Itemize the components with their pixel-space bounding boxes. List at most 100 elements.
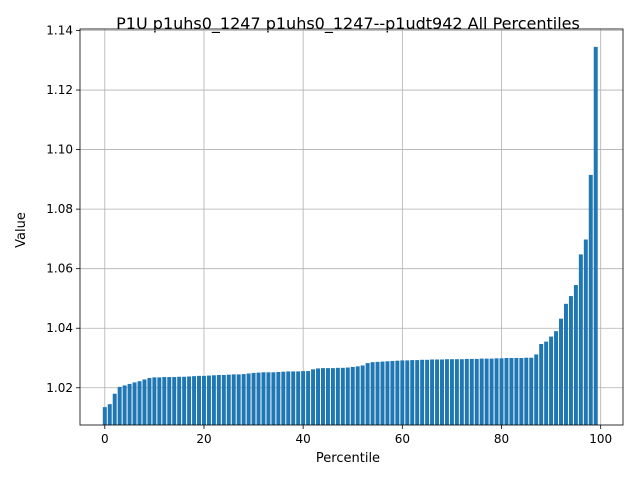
bar-percentile-65 [425, 359, 430, 425]
bar-percentile-14 [172, 377, 177, 425]
x-tick-label: 100 [589, 432, 612, 446]
bar-percentile-4 [122, 385, 127, 425]
bar-percentile-31 [256, 372, 261, 425]
x-tick-label: 20 [196, 432, 211, 446]
y-tick-label: 1.02 [46, 381, 73, 395]
x-tick-label: 80 [494, 432, 509, 446]
bar-percentile-27 [236, 374, 241, 425]
bar-percentile-19 [197, 375, 201, 425]
bar-percentile-1 [107, 404, 112, 425]
y-axis-label: Value [14, 212, 29, 248]
bar-percentile-68 [440, 359, 444, 425]
bar-percentile-22 [211, 375, 216, 425]
bar-percentile-79 [494, 358, 499, 425]
bar-percentile-13 [167, 377, 172, 425]
bar-percentile-15 [177, 376, 182, 425]
bar-percentile-20 [201, 375, 206, 425]
bar-percentile-44 [321, 368, 325, 425]
bar-percentile-73 [464, 358, 469, 425]
bar-percentile-11 [157, 377, 162, 425]
y-tick-label: 1.14 [46, 23, 73, 37]
bar-percentile-17 [187, 376, 192, 425]
bar-percentile-85 [524, 357, 529, 425]
bar-percentile-7 [137, 381, 142, 425]
bar-percentile-35 [276, 372, 281, 425]
bar-percentile-94 [568, 296, 573, 425]
bar-percentile-62 [410, 360, 415, 425]
bar-percentile-70 [449, 359, 454, 425]
bar-percentile-21 [206, 375, 211, 425]
bar-percentile-89 [544, 341, 549, 425]
bar-percentile-55 [375, 361, 380, 425]
bar-percentile-8 [142, 379, 147, 425]
y-tick-label: 1.12 [46, 83, 73, 97]
bar-percentile-10 [152, 377, 157, 425]
bar-percentile-71 [454, 359, 459, 425]
bar-percentile-97 [583, 239, 588, 425]
bar-percentile-93 [563, 303, 568, 425]
bar-percentile-32 [261, 372, 266, 425]
bar-percentile-40 [301, 371, 306, 425]
bar-percentile-36 [281, 371, 286, 425]
bar-percentile-33 [266, 372, 271, 425]
bar-percentile-30 [251, 372, 256, 425]
bar-percentile-66 [430, 359, 435, 425]
bar-percentile-18 [192, 376, 197, 425]
bar-percentile-0 [102, 407, 107, 425]
bar-percentile-80 [499, 358, 504, 425]
bar-percentile-90 [549, 336, 554, 425]
bar-percentile-59 [395, 360, 400, 425]
bars [102, 46, 598, 426]
bar-percentile-28 [241, 374, 246, 425]
bar-percentile-98 [588, 174, 593, 425]
x-tick-label: 60 [395, 432, 410, 446]
y-tick-label: 1.04 [46, 321, 73, 335]
bar-percentile-41 [306, 371, 311, 425]
bar-percentile-25 [226, 374, 231, 425]
bar-percentile-49 [345, 367, 350, 425]
bar-percentile-2 [112, 393, 117, 425]
bar-percentile-45 [325, 368, 330, 425]
bar-percentile-61 [405, 360, 410, 425]
bar-percentile-48 [340, 367, 345, 425]
bar-percentile-37 [286, 371, 291, 425]
bar-percentile-82 [509, 358, 514, 425]
bar-percentile-64 [420, 359, 425, 425]
bar-percentile-99 [593, 46, 598, 426]
bar-percentile-3 [117, 386, 122, 425]
bar-percentile-54 [370, 362, 375, 425]
bar-percentile-74 [469, 358, 474, 425]
bar-percentile-5 [127, 383, 132, 425]
bar-percentile-9 [147, 377, 152, 425]
bar-percentile-81 [504, 358, 509, 425]
chart-title: P1U p1uhs0_1247 p1uhs0_1247--p1udt942 Al… [116, 14, 580, 34]
bar-percentile-29 [246, 373, 251, 425]
bar-percentile-43 [316, 368, 321, 425]
bar-percentile-16 [182, 376, 187, 425]
bar-percentile-69 [444, 359, 449, 425]
y-tick-label: 1.10 [46, 143, 73, 157]
bar-percentile-57 [385, 361, 390, 425]
bar-percentile-77 [484, 358, 489, 425]
bar-percentile-92 [559, 318, 563, 425]
bar-percentile-34 [271, 372, 276, 425]
bar-percentile-26 [231, 374, 236, 425]
x-tick-label: 0 [101, 432, 109, 446]
bar-percentile-84 [519, 358, 524, 425]
bar-percentile-56 [380, 361, 385, 425]
bar-percentile-60 [400, 360, 405, 425]
bar-percentile-58 [390, 360, 395, 425]
axis-ticks: 0 20 40 60 80 100 1.02 1.04 1.06 1.08 1.10 1.12 1.14 [46, 23, 612, 446]
bar-percentile-72 [459, 359, 464, 425]
bar-percentile-6 [132, 382, 137, 425]
bar-percentile-47 [335, 367, 340, 425]
bar-percentile-76 [479, 358, 484, 425]
bar-percentile-42 [311, 369, 316, 425]
bar-percentile-39 [296, 371, 301, 425]
bar-percentile-50 [350, 366, 355, 425]
y-tick-label: 1.08 [46, 202, 73, 216]
x-axis-label: Percentile [316, 451, 380, 466]
bar-percentile-24 [221, 374, 226, 425]
bar-percentile-46 [330, 368, 335, 425]
